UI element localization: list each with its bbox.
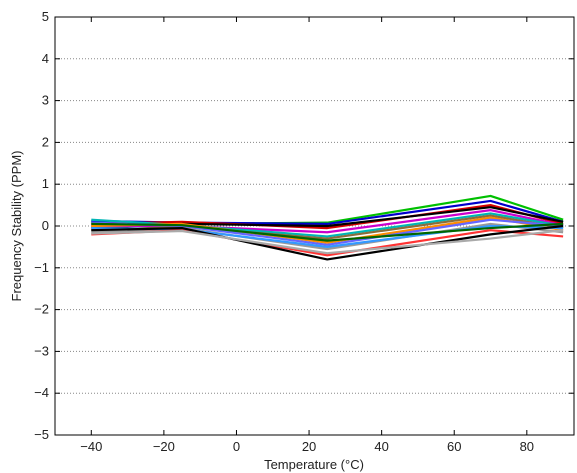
y-tick-label: 4 [42, 51, 49, 66]
y-tick-label: −1 [34, 260, 49, 275]
y-tick-label: 5 [42, 9, 49, 24]
x-axis-ticks: −40 −20 0 20 40 60 80 [80, 17, 534, 454]
x-tick-label: 0 [233, 439, 240, 454]
series-layer [91, 194, 564, 261]
x-tick-label: 80 [520, 439, 534, 454]
series-line-14 [91, 224, 564, 261]
y-tick-label: 2 [42, 134, 49, 149]
x-axis-label: Temperature (°C) [264, 457, 364, 472]
x-tick-label: −20 [153, 439, 175, 454]
y-tick-label: −2 [34, 302, 49, 317]
x-tick-label: 40 [374, 439, 388, 454]
y-tick-label: 1 [42, 176, 49, 191]
series-line-5 [91, 209, 564, 234]
series-line-6 [91, 212, 564, 238]
y-tick-label: −4 [34, 385, 49, 400]
series-line-12 [91, 222, 564, 242]
y-axis-label: Frequency Stability (PPM) [9, 151, 24, 302]
y-tick-label: −5 [34, 427, 49, 442]
y-tick-label: −3 [34, 343, 49, 358]
x-tick-label: 20 [302, 439, 316, 454]
series-line-15 [91, 229, 564, 255]
y-tick-label: 0 [42, 218, 49, 233]
x-tick-label: 60 [447, 439, 461, 454]
x-tick-label: −40 [80, 439, 102, 454]
y-tick-label: 3 [42, 93, 49, 108]
y-axis-ticks: −5 −4 −3 −2 −1 0 1 2 3 4 5 [34, 9, 574, 442]
